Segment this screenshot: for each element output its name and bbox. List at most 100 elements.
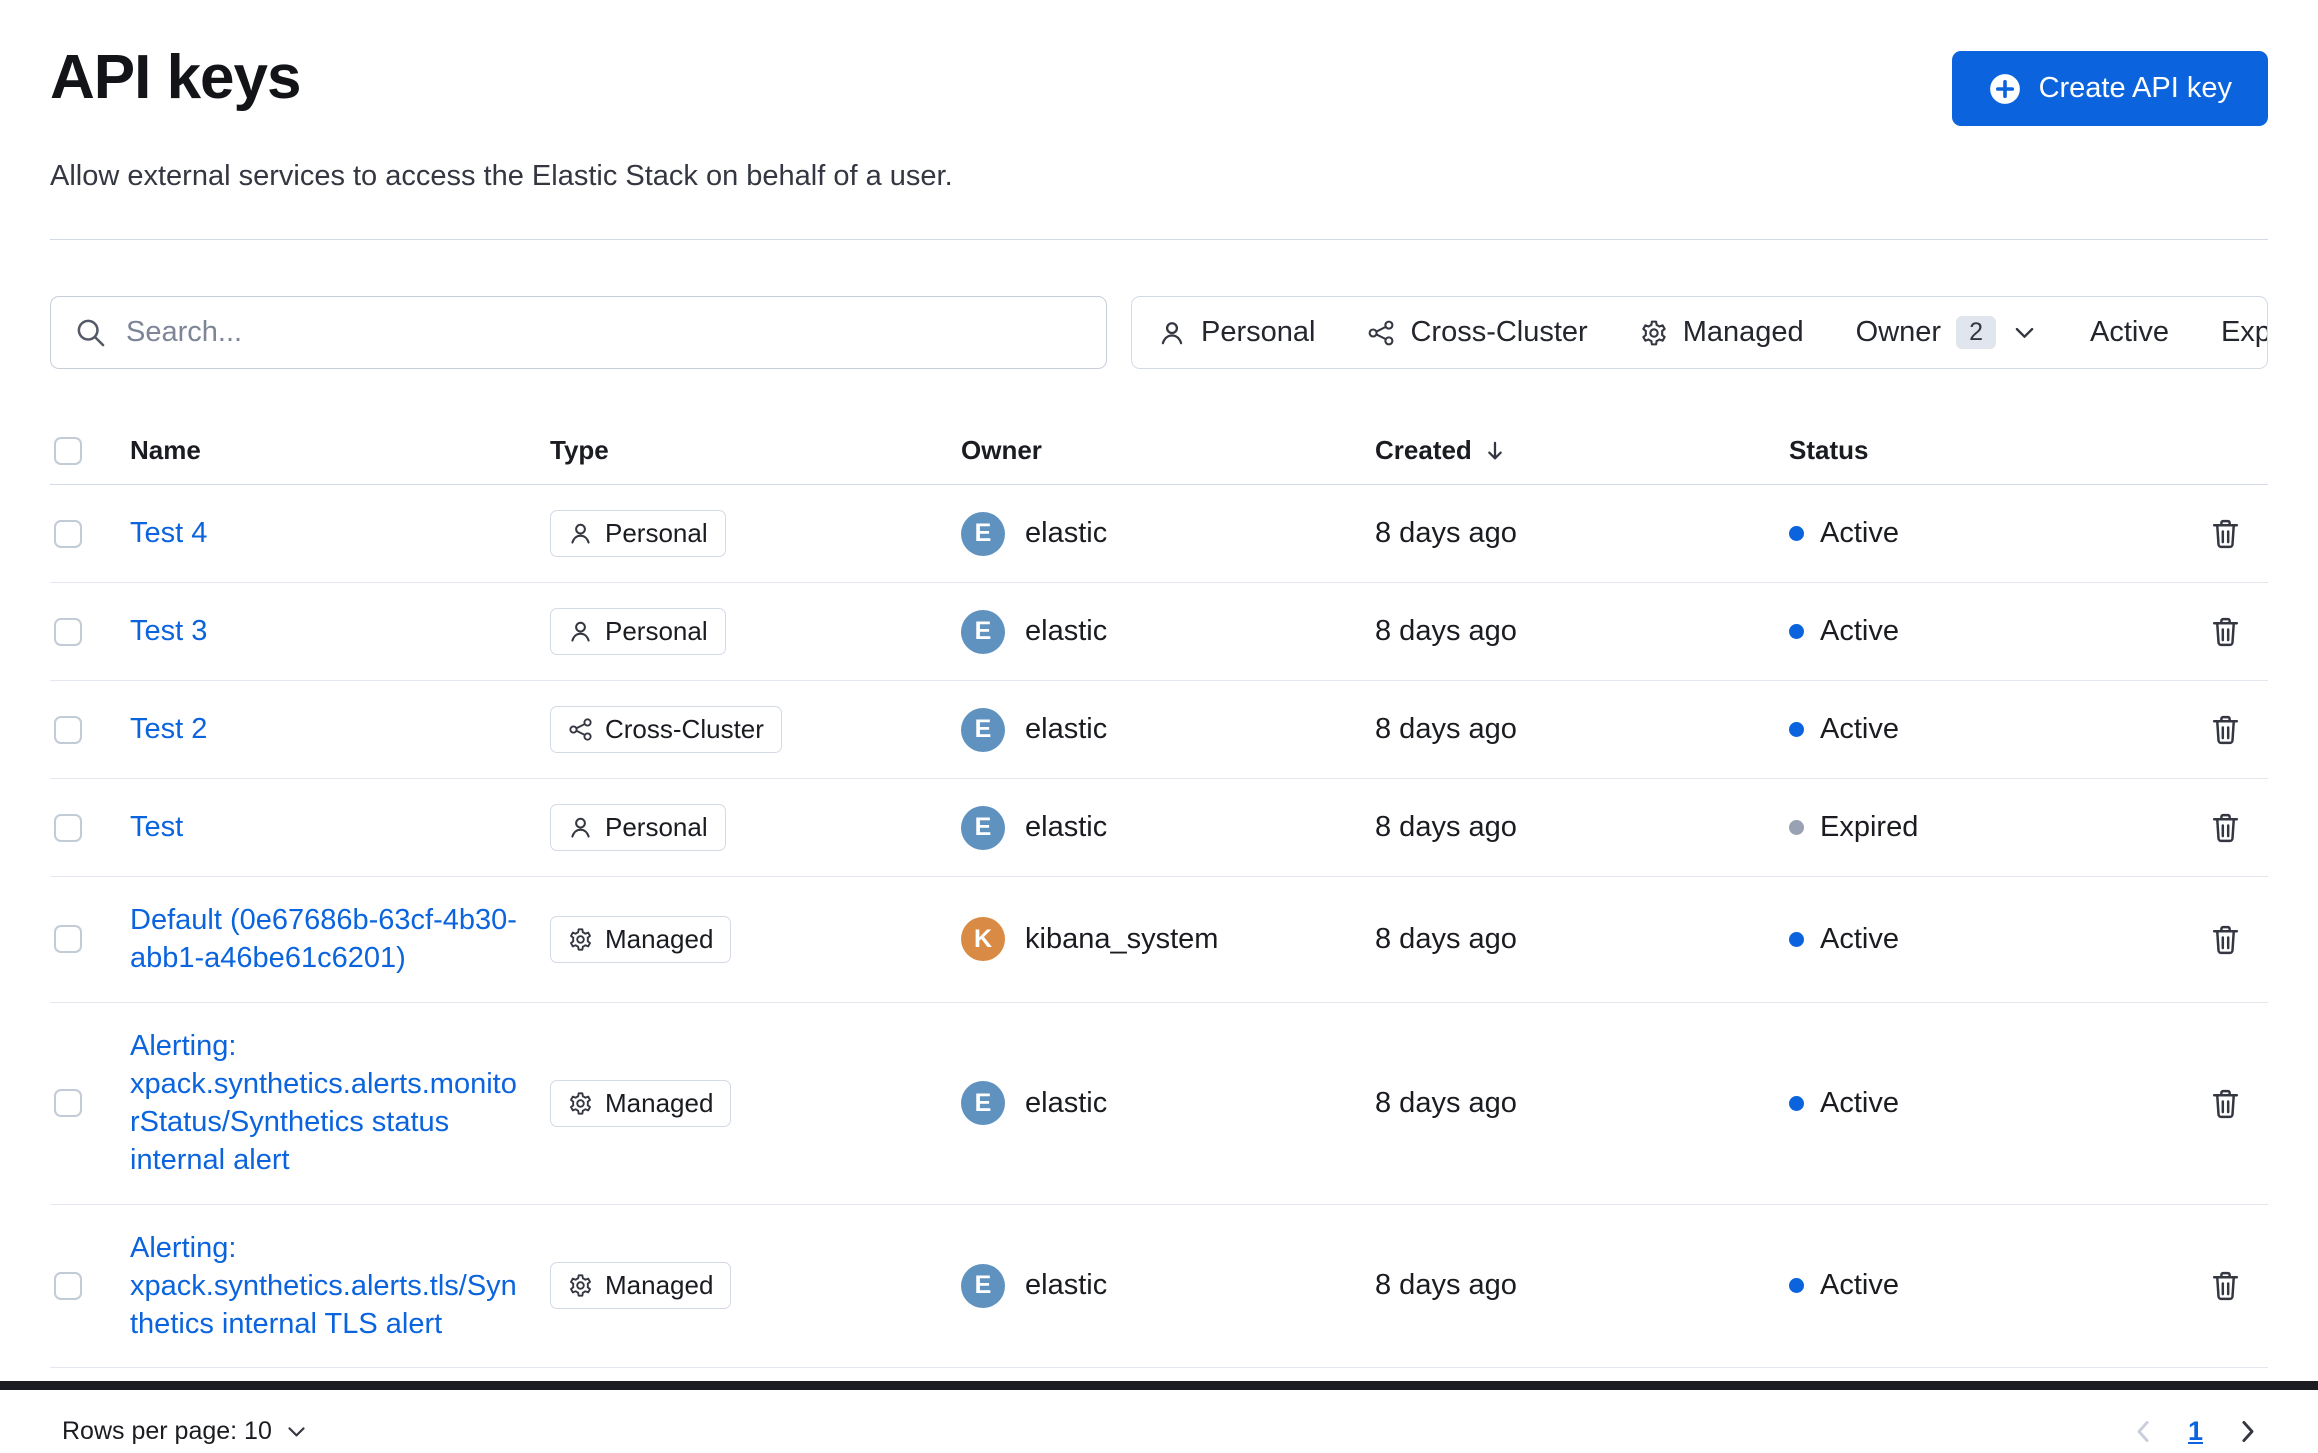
chevron-right-icon <box>2233 1417 2262 1446</box>
status-dot <box>1789 1095 1804 1111</box>
chevron-down-icon <box>2011 319 2038 346</box>
owner-avatar: E <box>961 511 1005 556</box>
row-checkbox[interactable] <box>54 925 82 954</box>
rows-per-page-button[interactable]: Rows per page: 10 <box>50 1417 309 1446</box>
filter-cross-cluster-label: Cross-Cluster <box>1410 316 1588 348</box>
person-icon <box>568 521 593 546</box>
next-page-button[interactable] <box>2227 1411 2268 1452</box>
owner-count-badge: 2 <box>1956 316 1996 349</box>
page-1-button[interactable]: 1 <box>2180 1410 2211 1453</box>
trash-icon <box>2209 615 2242 648</box>
trash-icon <box>2209 1087 2242 1120</box>
column-header-name[interactable]: Name <box>130 435 201 465</box>
status-dot <box>1789 820 1804 835</box>
api-key-name-link[interactable]: Test 2 <box>130 713 208 746</box>
trash-icon <box>2209 517 2242 550</box>
filter-managed-label: Managed <box>1682 316 1804 348</box>
search-input[interactable] <box>124 315 1082 350</box>
status-cell: Active <box>1789 1244 2183 1327</box>
type-badge-label: Personal <box>605 812 708 842</box>
filter-managed[interactable]: Managed <box>1614 297 1830 368</box>
api-key-name-link[interactable]: Test 3 <box>130 615 208 648</box>
column-header-status: Status <box>1789 435 1869 465</box>
filter-active[interactable]: Active <box>2064 297 2195 368</box>
filter-cross-cluster[interactable]: Cross-Cluster <box>1341 297 1613 368</box>
create-api-key-button[interactable]: Create API key <box>1951 51 2268 126</box>
created-cell: 8 days ago <box>1375 1269 1517 1302</box>
chevron-left-icon <box>2129 1417 2158 1446</box>
created-cell: 8 days ago <box>1375 811 1517 843</box>
status-dot <box>1789 722 1804 737</box>
delete-api-key-button[interactable] <box>2201 1261 2250 1310</box>
filter-personal[interactable]: Personal <box>1132 297 1341 368</box>
column-header-type: Type <box>550 435 609 465</box>
trash-icon <box>2209 811 2242 844</box>
status-label: Active <box>1820 1086 1899 1119</box>
status-dot <box>1789 1278 1804 1294</box>
type-badge: Managed <box>550 915 732 963</box>
filter-active-label: Active <box>2089 316 2169 348</box>
row-checkbox[interactable] <box>54 813 82 842</box>
delete-api-key-button[interactable] <box>2201 803 2250 852</box>
status-cell: Active <box>1789 1062 2183 1145</box>
cross-cluster-icon <box>568 717 593 742</box>
table-row: Alerting: xpack.synthetics.alerts.monito… <box>50 1003 2268 1205</box>
type-badge-label: Managed <box>605 923 714 954</box>
column-header-created[interactable]: Created <box>1375 417 1789 484</box>
filter-expired-label: Expired <box>2220 316 2268 348</box>
filter-owner-dropdown[interactable]: Owner 2 <box>1830 297 2064 368</box>
row-checkbox[interactable] <box>54 1271 82 1300</box>
created-cell: 8 days ago <box>1375 615 1517 647</box>
trash-icon <box>2209 1269 2242 1302</box>
filter-expired[interactable]: Expired <box>2195 297 2268 368</box>
table-footer: Rows per page: 10 1 <box>50 1410 2268 1453</box>
sort-descending-icon <box>1482 438 1508 464</box>
status-cell: Active <box>1789 688 2183 771</box>
type-badge-label: Personal <box>605 616 708 646</box>
created-cell: 8 days ago <box>1375 517 1517 549</box>
status-label: Expired <box>1820 811 1919 843</box>
status-dot <box>1789 931 1804 947</box>
api-key-name-link[interactable]: Alerting: xpack.synthetics.alerts.tls/Sy… <box>130 1231 517 1341</box>
type-badge: Managed <box>550 1079 732 1127</box>
api-key-name-link[interactable]: Alerting: xpack.synthetics.alerts.monito… <box>130 1029 517 1177</box>
table-row: Default (0e67686b-63cf-4b30-abb1-a46be61… <box>50 877 2268 1003</box>
delete-api-key-button[interactable] <box>2201 607 2250 656</box>
trash-icon <box>2209 713 2242 746</box>
status-label: Active <box>1820 922 1899 955</box>
api-key-name-link[interactable]: Test <box>130 811 184 844</box>
row-checkbox[interactable] <box>54 519 82 548</box>
status-label: Active <box>1820 1269 1899 1302</box>
table-body: Test 4 Personal E elastic 8 days ago <box>50 485 2268 1369</box>
select-all-checkbox[interactable] <box>54 436 82 465</box>
gear-icon <box>568 927 593 952</box>
page-header: API keys Create API key <box>50 0 2268 126</box>
row-checkbox[interactable] <box>54 715 82 744</box>
delete-api-key-button[interactable] <box>2201 509 2250 558</box>
owner-avatar: E <box>961 1081 1005 1126</box>
gear-icon <box>568 1273 593 1298</box>
status-dot <box>1789 526 1804 541</box>
row-checkbox[interactable] <box>54 1089 82 1118</box>
status-dot <box>1789 624 1804 639</box>
owner-avatar: E <box>961 805 1005 850</box>
row-checkbox[interactable] <box>54 617 82 646</box>
plus-in-circle-icon <box>1988 72 2022 106</box>
api-key-name-link[interactable]: Test 4 <box>130 517 208 550</box>
screen-bottom-edge <box>0 1381 2318 1390</box>
delete-api-key-button[interactable] <box>2201 915 2250 964</box>
filter-owner-label: Owner <box>1855 316 1942 348</box>
owner-avatar: K <box>961 917 1005 962</box>
api-keys-table: Name Type Owner Created Status Test 4 <box>50 417 2268 1369</box>
search-icon <box>75 317 106 348</box>
previous-page-button[interactable] <box>2123 1411 2164 1452</box>
owner-name: elastic <box>1025 517 1108 549</box>
table-row: Test Personal E elastic 8 days ago <box>50 779 2268 877</box>
delete-api-key-button[interactable] <box>2201 1079 2250 1128</box>
api-key-name-link[interactable]: Default (0e67686b-63cf-4b30-abb1-a46be61… <box>130 904 517 975</box>
type-badge-label: Managed <box>605 1087 714 1118</box>
filter-personal-label: Personal <box>1201 316 1316 348</box>
delete-api-key-button[interactable] <box>2201 705 2250 754</box>
page-title: API keys <box>50 43 302 112</box>
